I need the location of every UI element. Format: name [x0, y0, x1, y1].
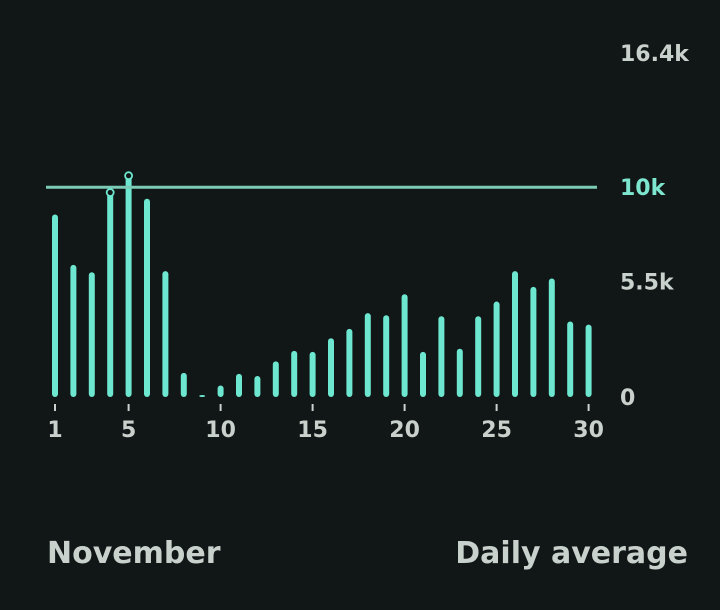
- bar-day-22: [438, 316, 445, 397]
- y-tick-label-0: 0: [620, 386, 635, 411]
- bar-day-19: [383, 315, 390, 397]
- x-tick-label-1: 1: [47, 418, 62, 443]
- y-tick-label-16-4k: 16.4k: [620, 42, 690, 67]
- month-label: November: [47, 536, 221, 571]
- bar-day-14: [291, 350, 298, 397]
- bar-day-7: [162, 271, 169, 397]
- marker-layer: [105, 171, 134, 197]
- bar-day-21: [420, 351, 426, 397]
- bar-day-4: [107, 192, 114, 397]
- bar-day-29: [567, 321, 574, 397]
- bar-day-15: [309, 351, 316, 397]
- daily-average-label: Daily average: [455, 536, 688, 571]
- bar-day-3: [88, 272, 95, 397]
- y-axis: 16.4k 10k 5.5k 0: [620, 42, 690, 411]
- bars-layer: [52, 175, 592, 397]
- bar-day-30: [585, 324, 592, 397]
- bar-peak-marker-day-5: [124, 171, 134, 181]
- bar-day-9: [199, 395, 206, 397]
- x-tick-label-30: 30: [573, 418, 604, 443]
- bar-day-25: [493, 301, 500, 397]
- bar-day-6: [144, 198, 150, 397]
- bar-day-2: [70, 264, 77, 397]
- bar-day-10: [217, 385, 224, 397]
- x-axis: 1 5 10 15 20 25 30: [47, 404, 604, 443]
- bar-day-20: [401, 294, 408, 397]
- x-tick-label-25: 25: [481, 418, 512, 443]
- bar-day-16: [328, 338, 334, 397]
- bar-day-26: [512, 271, 518, 397]
- bar-day-5: [125, 175, 132, 397]
- bar-day-18: [364, 313, 371, 397]
- bar-day-1: [52, 214, 58, 397]
- bar-day-23: [456, 348, 463, 397]
- bar-day-27: [530, 286, 537, 397]
- x-tick-label-20: 20: [389, 418, 420, 443]
- bar-day-24: [475, 316, 482, 397]
- x-tick-label-5: 5: [121, 418, 136, 443]
- y-tick-label-10k: 10k: [620, 176, 667, 201]
- x-tick-label-15: 15: [297, 418, 328, 443]
- bar-day-28: [548, 278, 555, 397]
- bar-day-13: [272, 361, 279, 397]
- y-tick-label-5-5k: 5.5k: [620, 271, 675, 296]
- bar-peak-marker-day-4: [105, 188, 115, 197]
- bar-day-11: [236, 373, 242, 397]
- bar-day-17: [346, 328, 353, 397]
- bar-day-12: [254, 376, 261, 397]
- bar-day-8: [180, 372, 187, 397]
- x-tick-label-10: 10: [205, 418, 236, 443]
